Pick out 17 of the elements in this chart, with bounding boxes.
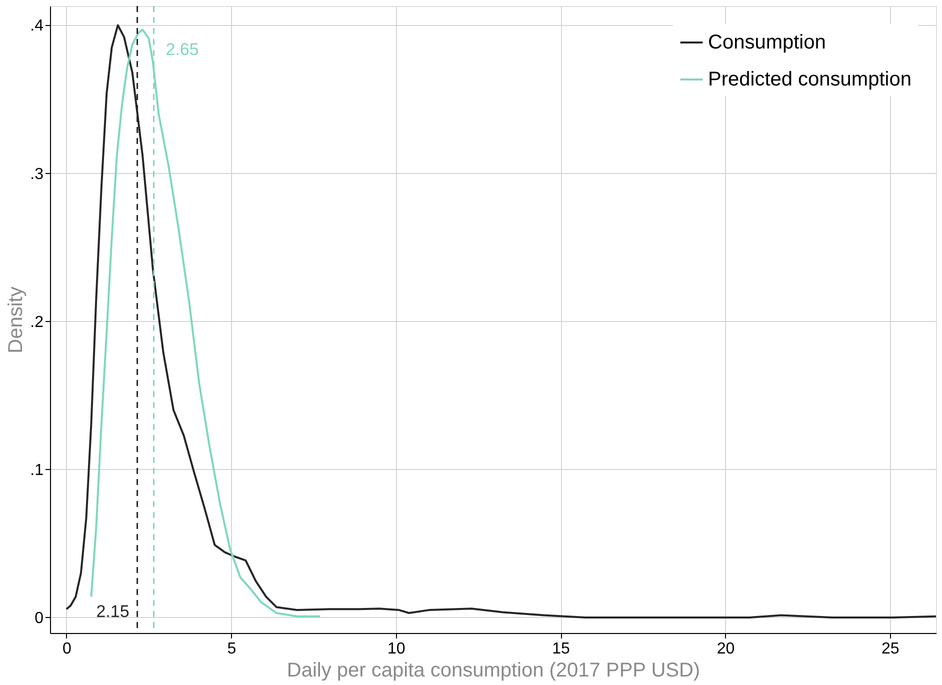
x-tick-label: 5 — [227, 640, 236, 658]
y-tick-label: 0 — [34, 610, 44, 627]
legend-label: Consumption — [708, 32, 826, 54]
y-tick-label: .4 — [30, 18, 44, 35]
ref-line-label: 2.15 — [96, 602, 130, 621]
y-axis-title: Density — [5, 286, 28, 354]
x-axis-title: Daily per capita consumption (2017 PPP USD) — [286, 660, 700, 682]
y-tick-label: .2 — [30, 314, 44, 331]
legend-label: Predicted consumption — [708, 68, 912, 90]
y-tick-label: .1 — [30, 462, 44, 479]
x-tick-label: 0 — [62, 640, 72, 658]
x-tick-label: 20 — [716, 640, 735, 658]
ref-line-label: 2.65 — [166, 40, 199, 59]
y-tick-label: .3 — [30, 166, 44, 183]
x-tick-label: 15 — [552, 640, 570, 658]
x-tick-label: 25 — [881, 640, 900, 658]
x-tick-label: 10 — [387, 640, 406, 658]
